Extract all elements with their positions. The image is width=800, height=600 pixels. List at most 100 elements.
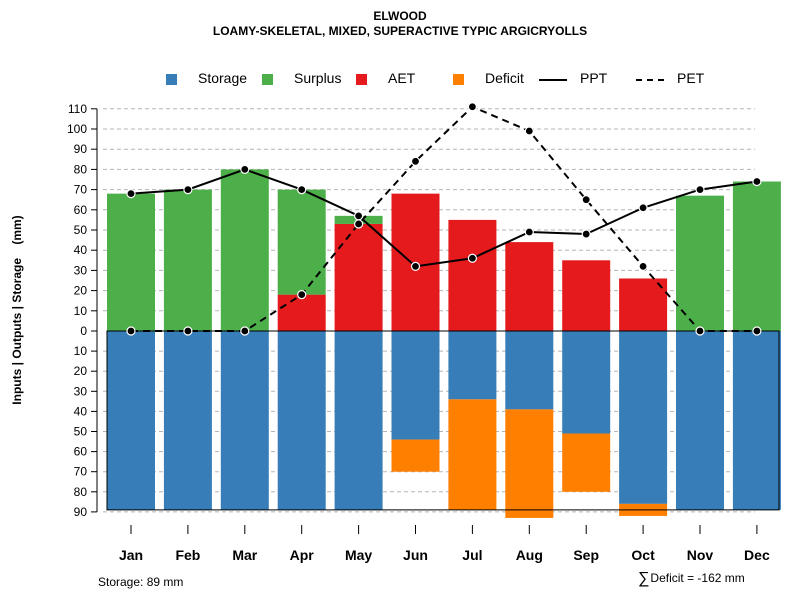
legend-swatch-surplus — [262, 74, 273, 85]
surplus-bar — [107, 193, 155, 331]
deficit-bar — [505, 409, 554, 518]
ppt-point — [240, 164, 250, 174]
pet-point — [297, 290, 307, 300]
y-tick-label: 60 — [74, 445, 88, 459]
pet-point — [581, 195, 591, 205]
aet-bar — [619, 278, 668, 331]
deficit-note: ∑Deficit = -162 mm — [638, 570, 745, 588]
surplus-bar — [732, 181, 781, 331]
pet-point — [410, 156, 421, 166]
deficit-bar — [448, 399, 497, 510]
chart-title: ELWOOD — [373, 9, 427, 23]
y-tick-label: 20 — [74, 284, 88, 298]
storage-bar — [220, 331, 269, 510]
x-tick-label: Oct — [631, 547, 655, 563]
y-tick-label: 30 — [74, 384, 88, 398]
legend-swatch-deficit — [453, 74, 464, 85]
storage-note: Storage: 89 mm — [98, 575, 184, 589]
y-tick-label: 40 — [74, 243, 88, 257]
deficit-bar — [391, 439, 440, 472]
aet-bar — [277, 294, 326, 331]
surplus-bar — [220, 169, 269, 331]
legend-label-deficit: Deficit — [485, 70, 524, 86]
sigma-symbol: ∑ — [638, 570, 650, 587]
ppt-point — [695, 185, 705, 195]
legend-label-surplus: Surplus — [294, 70, 342, 86]
legend-swatch-aet — [356, 74, 367, 85]
storage-bar — [107, 331, 155, 510]
surplus-bar — [163, 189, 212, 331]
storage-bar — [391, 331, 440, 440]
x-tick-label: Nov — [687, 547, 714, 563]
aet-bar — [448, 219, 497, 331]
pet-point — [752, 326, 762, 336]
ppt-point — [581, 229, 591, 239]
storage-bar — [562, 331, 611, 434]
ppt-point — [524, 227, 534, 237]
y-tick-label: 50 — [74, 425, 88, 439]
y-tick-label: 80 — [74, 162, 88, 176]
pet-point — [695, 326, 705, 336]
pet-point — [240, 326, 250, 336]
storage-bar — [619, 331, 668, 504]
legend-swatch-storage — [166, 74, 177, 85]
y-tick-label: 90 — [74, 142, 88, 156]
deficit-bar — [562, 433, 611, 492]
ppt-point — [354, 211, 364, 221]
legend: Storage Surplus AET Deficit PPT PET — [0, 70, 800, 90]
x-tick-label: Jun — [403, 547, 428, 563]
x-tick-label: Aug — [516, 547, 543, 563]
y-tick-label: 70 — [74, 465, 88, 479]
pet-point — [524, 126, 534, 136]
x-tick-label: Jul — [462, 547, 482, 563]
surplus-bar — [676, 195, 724, 331]
legend-label-storage: Storage — [198, 70, 248, 86]
aet-bar — [334, 223, 383, 331]
chart-subtitle: LOAMY-SKELETAL, MIXED, SUPERACTIVE TYPIC… — [212, 24, 588, 38]
y-tick-label: 80 — [74, 485, 88, 499]
y-tick-label: 20 — [74, 364, 88, 378]
legend-label-aet: AET — [388, 70, 416, 86]
x-tick-label: Feb — [175, 547, 200, 563]
storage-bar — [676, 331, 724, 510]
storage-bar — [448, 331, 497, 400]
x-tick-label: Dec — [744, 547, 770, 563]
y-tick-label: 0 — [80, 324, 87, 338]
pet-point — [467, 102, 477, 112]
y-tick-label: 30 — [74, 263, 88, 277]
deficit-text: Deficit = -162 mm — [650, 571, 745, 585]
storage-bar — [277, 331, 326, 510]
y-tick-label: 100 — [67, 122, 87, 136]
legend-label-ppt: PPT — [580, 70, 608, 86]
x-tick-label: Mar — [232, 547, 257, 563]
y-tick-label: 40 — [74, 404, 88, 418]
y-tick-label: 110 — [68, 102, 87, 116]
legend-line-samples — [539, 79, 664, 81]
y-tick-label: 70 — [74, 183, 88, 197]
aet-bar — [562, 260, 611, 331]
y-tick-label: 90 — [74, 505, 88, 519]
pet-point — [638, 261, 648, 271]
pet-line — [131, 105, 757, 332]
pet-point — [126, 326, 136, 336]
ppt-point — [638, 203, 648, 213]
storage-bar — [334, 331, 383, 510]
x-tick-label: Jan — [119, 547, 143, 563]
y-tick-label: 10 — [74, 304, 88, 318]
ppt-point — [297, 185, 307, 195]
y-tick-label: 50 — [74, 223, 88, 237]
y-tick-label: 60 — [74, 203, 88, 217]
legend-label-pet: PET — [677, 70, 705, 86]
ppt-point — [183, 185, 193, 195]
x-tick-label: May — [345, 547, 372, 563]
x-tick-label: Apr — [290, 547, 315, 563]
ppt-point — [467, 253, 477, 263]
ppt-point — [410, 261, 421, 271]
pet-point — [354, 219, 364, 229]
ppt-point — [126, 189, 136, 199]
x-tick-label: Sep — [573, 547, 599, 563]
storage-bar — [505, 331, 554, 410]
aet-bar — [505, 242, 554, 331]
y-tick-label: 10 — [74, 344, 88, 358]
